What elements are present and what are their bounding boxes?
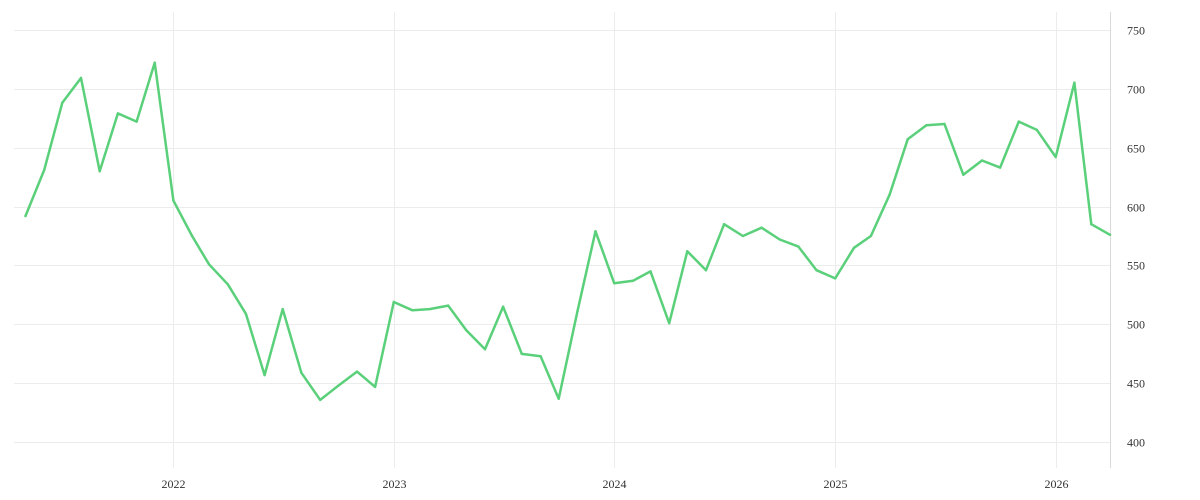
data-point bbox=[686, 250, 689, 253]
data-point bbox=[1108, 233, 1112, 236]
data-point bbox=[869, 234, 873, 238]
data-point bbox=[501, 305, 505, 308]
x-tick-label: 2025 bbox=[824, 477, 848, 491]
data-point bbox=[943, 122, 946, 126]
y-tick-label: 700 bbox=[1127, 83, 1145, 97]
data-point bbox=[797, 245, 800, 248]
data-point bbox=[373, 385, 377, 389]
data-point bbox=[760, 226, 763, 229]
data-point bbox=[153, 61, 156, 64]
gridlines bbox=[14, 12, 1110, 468]
data-point bbox=[594, 230, 597, 233]
data-point bbox=[778, 238, 781, 241]
tick-labels: 400 450 500 550 600 650 700 750 2022 2023 2024 2025… bbox=[162, 24, 1146, 492]
data-point bbox=[135, 120, 138, 123]
data-point bbox=[1090, 223, 1093, 226]
data-point bbox=[704, 269, 708, 272]
data-point bbox=[576, 310, 579, 313]
data-point bbox=[852, 246, 856, 249]
data-point bbox=[1073, 81, 1076, 84]
data-point bbox=[447, 304, 450, 307]
data-point bbox=[428, 307, 431, 311]
data-point bbox=[649, 270, 652, 273]
data-point bbox=[520, 352, 523, 356]
data-point bbox=[392, 300, 395, 304]
series-line bbox=[24, 61, 1112, 402]
data-point bbox=[962, 173, 965, 176]
data-point bbox=[337, 384, 340, 387]
data-point bbox=[1054, 155, 1057, 159]
data-point bbox=[24, 214, 27, 218]
x-tick-label: 2024 bbox=[603, 477, 627, 491]
data-point bbox=[300, 371, 303, 374]
data-point bbox=[263, 373, 266, 377]
data-point bbox=[190, 234, 194, 238]
data-point bbox=[483, 348, 487, 351]
data-point bbox=[244, 312, 248, 315]
data-point bbox=[1035, 128, 1039, 132]
data-point bbox=[613, 282, 616, 285]
y-tick-label: 450 bbox=[1127, 377, 1145, 391]
data-point bbox=[925, 124, 928, 127]
data-point bbox=[888, 193, 891, 196]
y-tick-label: 500 bbox=[1127, 318, 1145, 332]
data-point bbox=[207, 263, 211, 266]
data-point bbox=[557, 397, 560, 400]
data-point bbox=[281, 307, 284, 311]
data-point bbox=[815, 269, 818, 272]
data-point bbox=[741, 234, 745, 238]
y-tick-label: 600 bbox=[1127, 201, 1145, 215]
data-point bbox=[226, 283, 229, 286]
data-point bbox=[668, 322, 671, 325]
y-tick-label: 750 bbox=[1127, 24, 1145, 38]
data-point bbox=[172, 199, 175, 202]
x-tick-label: 2023 bbox=[383, 477, 407, 491]
y-tick-label: 550 bbox=[1127, 259, 1145, 273]
data-point bbox=[631, 279, 635, 282]
y-tick-label: 650 bbox=[1127, 142, 1145, 156]
data-point bbox=[319, 398, 322, 402]
data-point bbox=[998, 166, 1002, 169]
series-layer bbox=[24, 61, 1112, 402]
data-point bbox=[116, 112, 120, 115]
data-point bbox=[465, 329, 468, 332]
x-tick-label: 2022 bbox=[162, 477, 186, 491]
data-point bbox=[61, 101, 64, 105]
data-point bbox=[906, 138, 909, 141]
data-point bbox=[1017, 120, 1020, 123]
data-point bbox=[722, 223, 726, 226]
data-point bbox=[411, 309, 414, 312]
x-tick-label: 2026 bbox=[1045, 477, 1069, 491]
data-point bbox=[539, 355, 542, 358]
data-point bbox=[79, 76, 83, 80]
data-point bbox=[355, 370, 359, 373]
data-point bbox=[980, 159, 984, 162]
data-point bbox=[834, 277, 837, 280]
data-point bbox=[98, 170, 101, 173]
y-tick-label: 400 bbox=[1127, 436, 1145, 450]
data-point bbox=[43, 168, 46, 172]
